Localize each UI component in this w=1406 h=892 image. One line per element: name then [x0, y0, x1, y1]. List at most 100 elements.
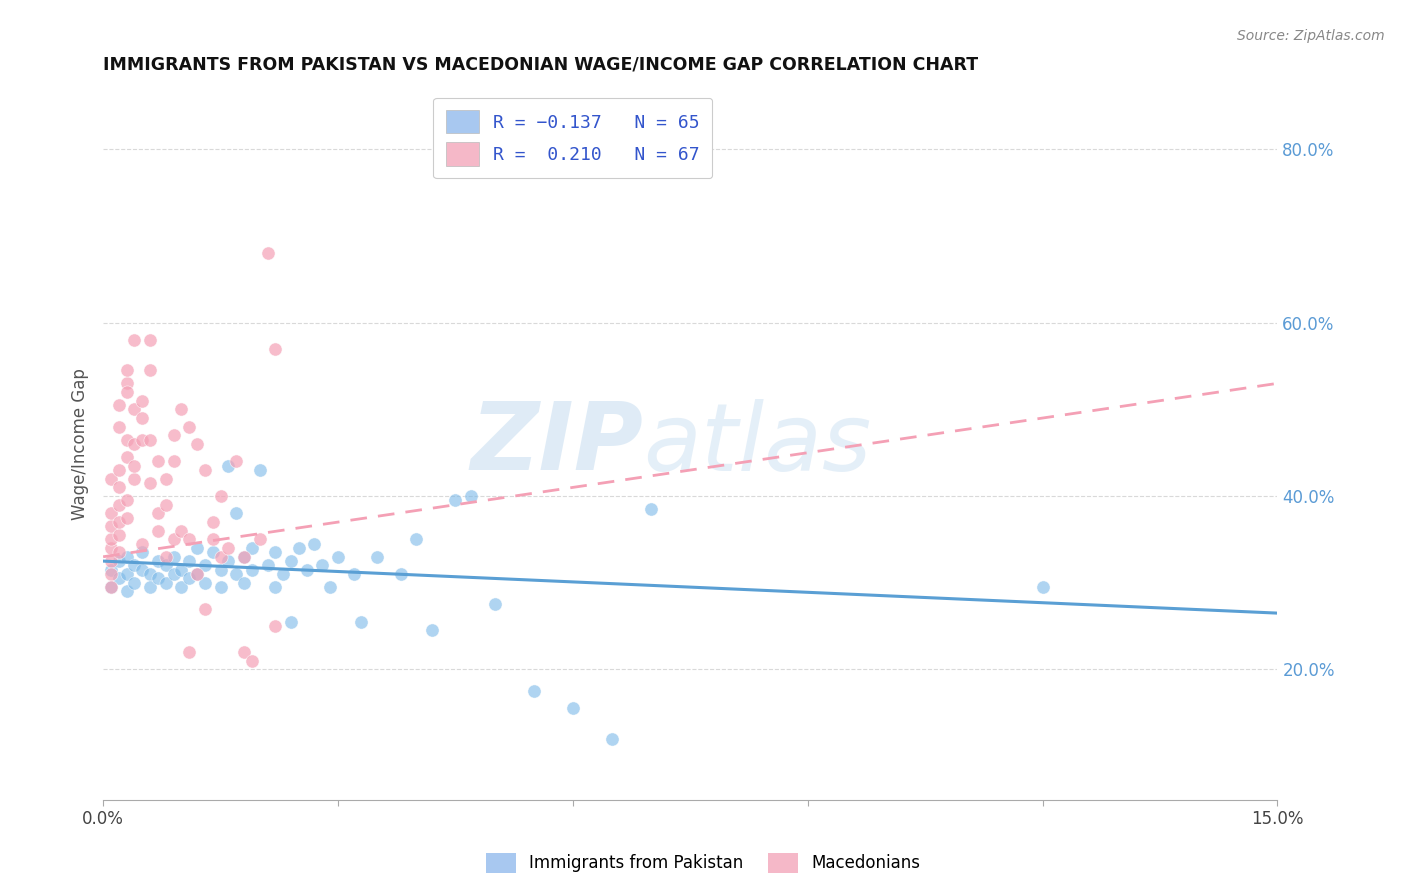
Point	[107, 554, 129, 568]
Point	[217, 554, 239, 568]
Point	[179, 533, 201, 547]
Point	[139, 476, 162, 491]
Point	[420, 624, 443, 638]
Point	[319, 580, 342, 594]
Point	[100, 472, 122, 486]
Point	[280, 615, 302, 629]
Text: IMMIGRANTS FROM PAKISTAN VS MACEDONIAN WAGE/INCOME GAP CORRELATION CHART: IMMIGRANTS FROM PAKISTAN VS MACEDONIAN W…	[103, 55, 979, 73]
Point	[124, 558, 146, 573]
Point	[107, 571, 129, 585]
Point	[366, 549, 388, 564]
Point	[249, 463, 271, 477]
Point	[561, 701, 583, 715]
Point	[115, 567, 138, 582]
Text: ZIP: ZIP	[471, 398, 644, 490]
Point	[124, 437, 146, 451]
Point	[100, 533, 122, 547]
Point	[107, 498, 129, 512]
Point	[170, 524, 193, 538]
Point	[186, 437, 208, 451]
Point	[107, 545, 129, 559]
Point	[115, 584, 138, 599]
Point	[124, 472, 146, 486]
Point	[115, 493, 138, 508]
Point	[304, 537, 326, 551]
Point	[233, 549, 256, 564]
Point	[233, 645, 256, 659]
Point	[115, 450, 138, 464]
Point	[107, 515, 129, 529]
Point	[194, 558, 217, 573]
Point	[186, 567, 208, 582]
Point	[139, 433, 162, 447]
Point	[484, 598, 506, 612]
Point	[124, 402, 146, 417]
Point	[311, 558, 333, 573]
Point	[389, 567, 412, 582]
Y-axis label: Wage/Income Gap: Wage/Income Gap	[72, 368, 89, 520]
Point	[288, 541, 311, 555]
Point	[139, 363, 162, 377]
Point	[523, 684, 546, 698]
Point	[115, 363, 138, 377]
Point	[194, 575, 217, 590]
Point	[100, 541, 122, 555]
Point	[107, 398, 129, 412]
Point	[115, 510, 138, 524]
Point	[201, 515, 224, 529]
Point	[146, 507, 169, 521]
Point	[295, 563, 318, 577]
Point	[162, 567, 184, 582]
Point	[139, 567, 162, 582]
Point	[444, 493, 467, 508]
Point	[131, 411, 153, 425]
Point	[225, 454, 247, 468]
Point	[326, 549, 349, 564]
Text: atlas: atlas	[644, 399, 872, 490]
Point	[240, 563, 263, 577]
Point	[600, 731, 623, 746]
Point	[280, 554, 302, 568]
Point	[162, 533, 184, 547]
Point	[100, 507, 122, 521]
Point	[256, 246, 278, 260]
Point	[100, 563, 122, 577]
Point	[1031, 580, 1053, 594]
Point	[186, 541, 208, 555]
Point	[131, 545, 153, 559]
Point	[155, 498, 177, 512]
Point	[179, 645, 201, 659]
Point	[170, 563, 193, 577]
Point	[100, 580, 122, 594]
Legend: Immigrants from Pakistan, Macedonians: Immigrants from Pakistan, Macedonians	[479, 847, 927, 880]
Point	[186, 567, 208, 582]
Point	[124, 575, 146, 590]
Point	[115, 376, 138, 391]
Point	[179, 419, 201, 434]
Point	[264, 580, 287, 594]
Point	[225, 507, 247, 521]
Point	[162, 428, 184, 442]
Point	[115, 549, 138, 564]
Point	[155, 549, 177, 564]
Point	[124, 458, 146, 473]
Point	[100, 567, 122, 582]
Point	[271, 567, 294, 582]
Point	[139, 580, 162, 594]
Text: Source: ZipAtlas.com: Source: ZipAtlas.com	[1237, 29, 1385, 43]
Point	[249, 533, 271, 547]
Point	[146, 571, 169, 585]
Point	[115, 384, 138, 399]
Point	[233, 549, 256, 564]
Point	[217, 458, 239, 473]
Point	[194, 463, 217, 477]
Point	[146, 554, 169, 568]
Point	[170, 580, 193, 594]
Point	[217, 541, 239, 555]
Legend: R = −0.137   N = 65, R =  0.210   N = 67: R = −0.137 N = 65, R = 0.210 N = 67	[433, 97, 713, 178]
Point	[240, 541, 263, 555]
Point	[107, 528, 129, 542]
Point	[405, 533, 427, 547]
Point	[100, 580, 122, 594]
Point	[162, 549, 184, 564]
